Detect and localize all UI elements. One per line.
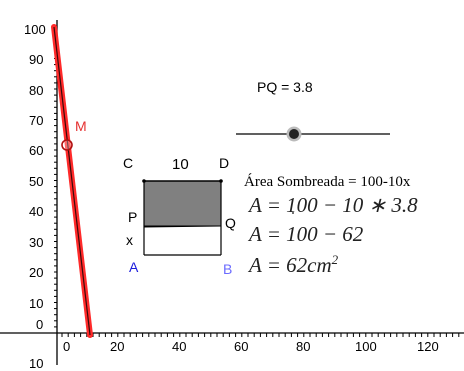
label-p: P [128, 209, 138, 225]
segment-pq [143, 225, 222, 228]
formula-line-3: A = 62cm2 [249, 253, 338, 276]
y-tick-80: 80 [29, 83, 44, 98]
shaded-region [143, 180, 222, 227]
y-tick-partial: 10 [29, 356, 44, 371]
label-q: Q [225, 215, 236, 231]
y-tick-90: 90 [29, 52, 44, 67]
label-a: A [129, 259, 139, 275]
y-tick-20: 20 [29, 265, 44, 280]
x-axis-minor-ticks [61, 333, 460, 337]
point-c-dot[interactable] [142, 179, 146, 183]
label-d: D [219, 155, 230, 171]
y-tick-60: 60 [29, 143, 44, 158]
x-tick-80: 80 [296, 339, 311, 354]
x-tick-120: 120 [417, 339, 439, 354]
label-b: B [223, 261, 233, 277]
y-tick-40: 40 [29, 204, 44, 219]
x-tick-100: 100 [355, 339, 377, 354]
y-tick-30: 30 [29, 235, 44, 250]
y-tick-100: 100 [24, 22, 46, 37]
point-m[interactable] [61, 139, 73, 151]
label-top-side: 10 [172, 156, 189, 173]
label-m: M [75, 118, 87, 134]
label-x: x [126, 232, 133, 248]
formula-line-2: A = 100 − 62 [249, 222, 364, 246]
formula-line-1: A = 100 − 10 ∗ 3.8 [249, 193, 418, 217]
label-c: C [123, 155, 134, 171]
y-tick-50: 50 [29, 174, 44, 189]
dot-marker [292, 212, 294, 214]
formula-line-3-exp: 2 [331, 252, 339, 267]
formula-line-3-main: A = 62cm [249, 253, 332, 277]
area-title: Área Sombreada = 100-10x [244, 174, 411, 190]
y-tick-10: 10 [29, 296, 44, 311]
x-tick-20: 20 [110, 339, 125, 354]
x-tick-60: 60 [234, 339, 249, 354]
x-tick-0: 0 [63, 339, 71, 354]
slider-label: PQ = 3.8 [257, 79, 313, 95]
slider-handle[interactable] [289, 129, 299, 139]
y-tick-0: 0 [36, 317, 44, 332]
y-tick-70: 70 [29, 113, 44, 128]
y-axis-minor-ticks [54, 27, 57, 334]
point-d-dot[interactable] [219, 179, 223, 183]
line-f-core [53, 26, 91, 336]
x-tick-40: 40 [172, 339, 187, 354]
